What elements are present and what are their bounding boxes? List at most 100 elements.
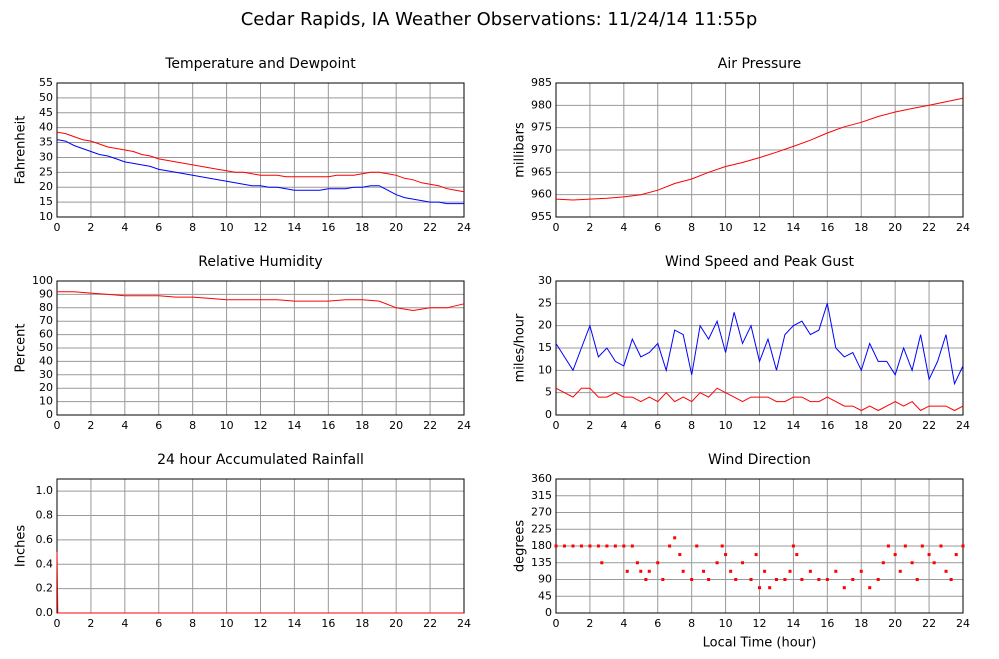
x-tick-label: 12 [254,617,268,630]
data-point [920,544,924,548]
x-tick-label: 14 [786,419,800,432]
panel-title: Wind Direction [708,452,811,468]
x-tick-label: 14 [786,617,800,630]
y-axis-label: miles/hour [513,313,528,382]
data-point [939,544,943,548]
y-tick-label: 45 [39,106,53,119]
panel-title: Temperature and Dewpoint [164,56,356,72]
x-tick-label: 18 [355,419,369,432]
panel-title: Air Pressure [718,56,801,72]
x-tick-label: 6 [155,221,162,234]
plot-border [555,280,964,416]
y-axis-label: Fahrenheit [14,116,29,185]
y-tick-label: 15 [39,195,53,208]
y-tick-label: 1.0 [36,484,54,497]
data-line [56,139,464,205]
plot-border [56,280,465,416]
plot-border [56,82,465,218]
x-tick-label: 22 [922,419,936,432]
data-point [768,586,772,590]
y-tick-label: 0.8 [36,509,54,522]
y-tick-label: 35 [39,136,53,149]
x-tick-label: 8 [688,419,695,432]
data-point [868,586,872,590]
y-tick-label: 25 [538,296,552,309]
x-tick-label: 2 [586,419,593,432]
y-tick-label: 965 [531,165,552,178]
data-point [927,553,931,557]
data-point [605,544,609,548]
data-point [898,569,902,573]
data-point [724,553,728,557]
x-tick-label: 16 [321,221,335,234]
x-tick-label: 0 [553,419,560,432]
x-tick-label: 24 [457,617,471,630]
x-tick-label: 2 [586,617,593,630]
x-tick-label: 0 [553,617,560,630]
x-tick-label: 4 [620,617,627,630]
data-point [681,569,685,573]
x-tick-label: 18 [854,221,868,234]
y-tick-label: 50 [39,91,53,104]
y-tick-label: 55 [39,76,53,89]
x-tick-label: 10 [220,221,234,234]
data-point [808,569,812,573]
x-tick-label: 18 [854,419,868,432]
x-tick-label: 20 [888,419,902,432]
y-tick-label: 0.6 [36,533,54,546]
y-tick-label: 10 [39,210,53,223]
y-tick-label: 50 [39,341,53,354]
data-point [893,553,897,557]
data-point [613,544,617,548]
y-tick-label: 955 [531,210,552,223]
plot-border [555,82,964,218]
y-tick-label: 10 [538,363,552,376]
data-point [825,578,829,581]
data-point [678,553,682,557]
y-tick-label: 20 [538,319,552,332]
y-tick-label: 135 [531,556,552,569]
x-tick-label: 16 [820,617,834,630]
y-tick-label: 30 [39,368,53,381]
data-line [555,303,964,386]
y-tick-label: 0 [545,408,552,421]
data-point [859,569,863,573]
data-point [588,544,592,548]
x-axis-label: Local Time (hour) [703,636,817,651]
data-point [741,561,745,565]
x-tick-label: 22 [423,419,437,432]
y-tick-label: 80 [39,301,53,314]
x-tick-label: 10 [220,617,234,630]
y-tick-label: 5 [545,386,552,399]
x-tick-label: 2 [87,617,94,630]
y-axis-label: degrees [513,520,528,573]
x-tick-label: 12 [753,221,767,234]
data-point [579,544,583,548]
x-tick-label: 2 [586,221,593,234]
x-tick-label: 6 [155,617,162,630]
x-tick-label: 18 [355,221,369,234]
y-tick-label: 270 [531,506,552,519]
data-point [749,578,753,581]
x-tick-label: 18 [854,617,868,630]
x-tick-label: 4 [620,221,627,234]
data-point [758,586,761,590]
panel-title: Wind Speed and Peak Gust [665,254,854,270]
data-point [695,544,699,548]
x-tick-label: 16 [820,419,834,432]
x-tick-label: 0 [553,221,560,234]
x-tick-label: 16 [321,419,335,432]
y-tick-label: 0 [545,606,552,619]
x-tick-label: 10 [220,419,234,432]
data-point [910,561,914,565]
x-tick-label: 8 [189,221,196,234]
x-tick-label: 12 [254,221,268,234]
data-line [57,291,465,312]
x-tick-label: 6 [654,221,661,234]
y-tick-label: 30 [538,274,552,287]
x-tick-label: 24 [457,419,471,432]
data-point [622,544,626,548]
data-line [555,97,964,201]
y-tick-label: 40 [39,121,53,134]
x-tick-label: 14 [786,221,800,234]
